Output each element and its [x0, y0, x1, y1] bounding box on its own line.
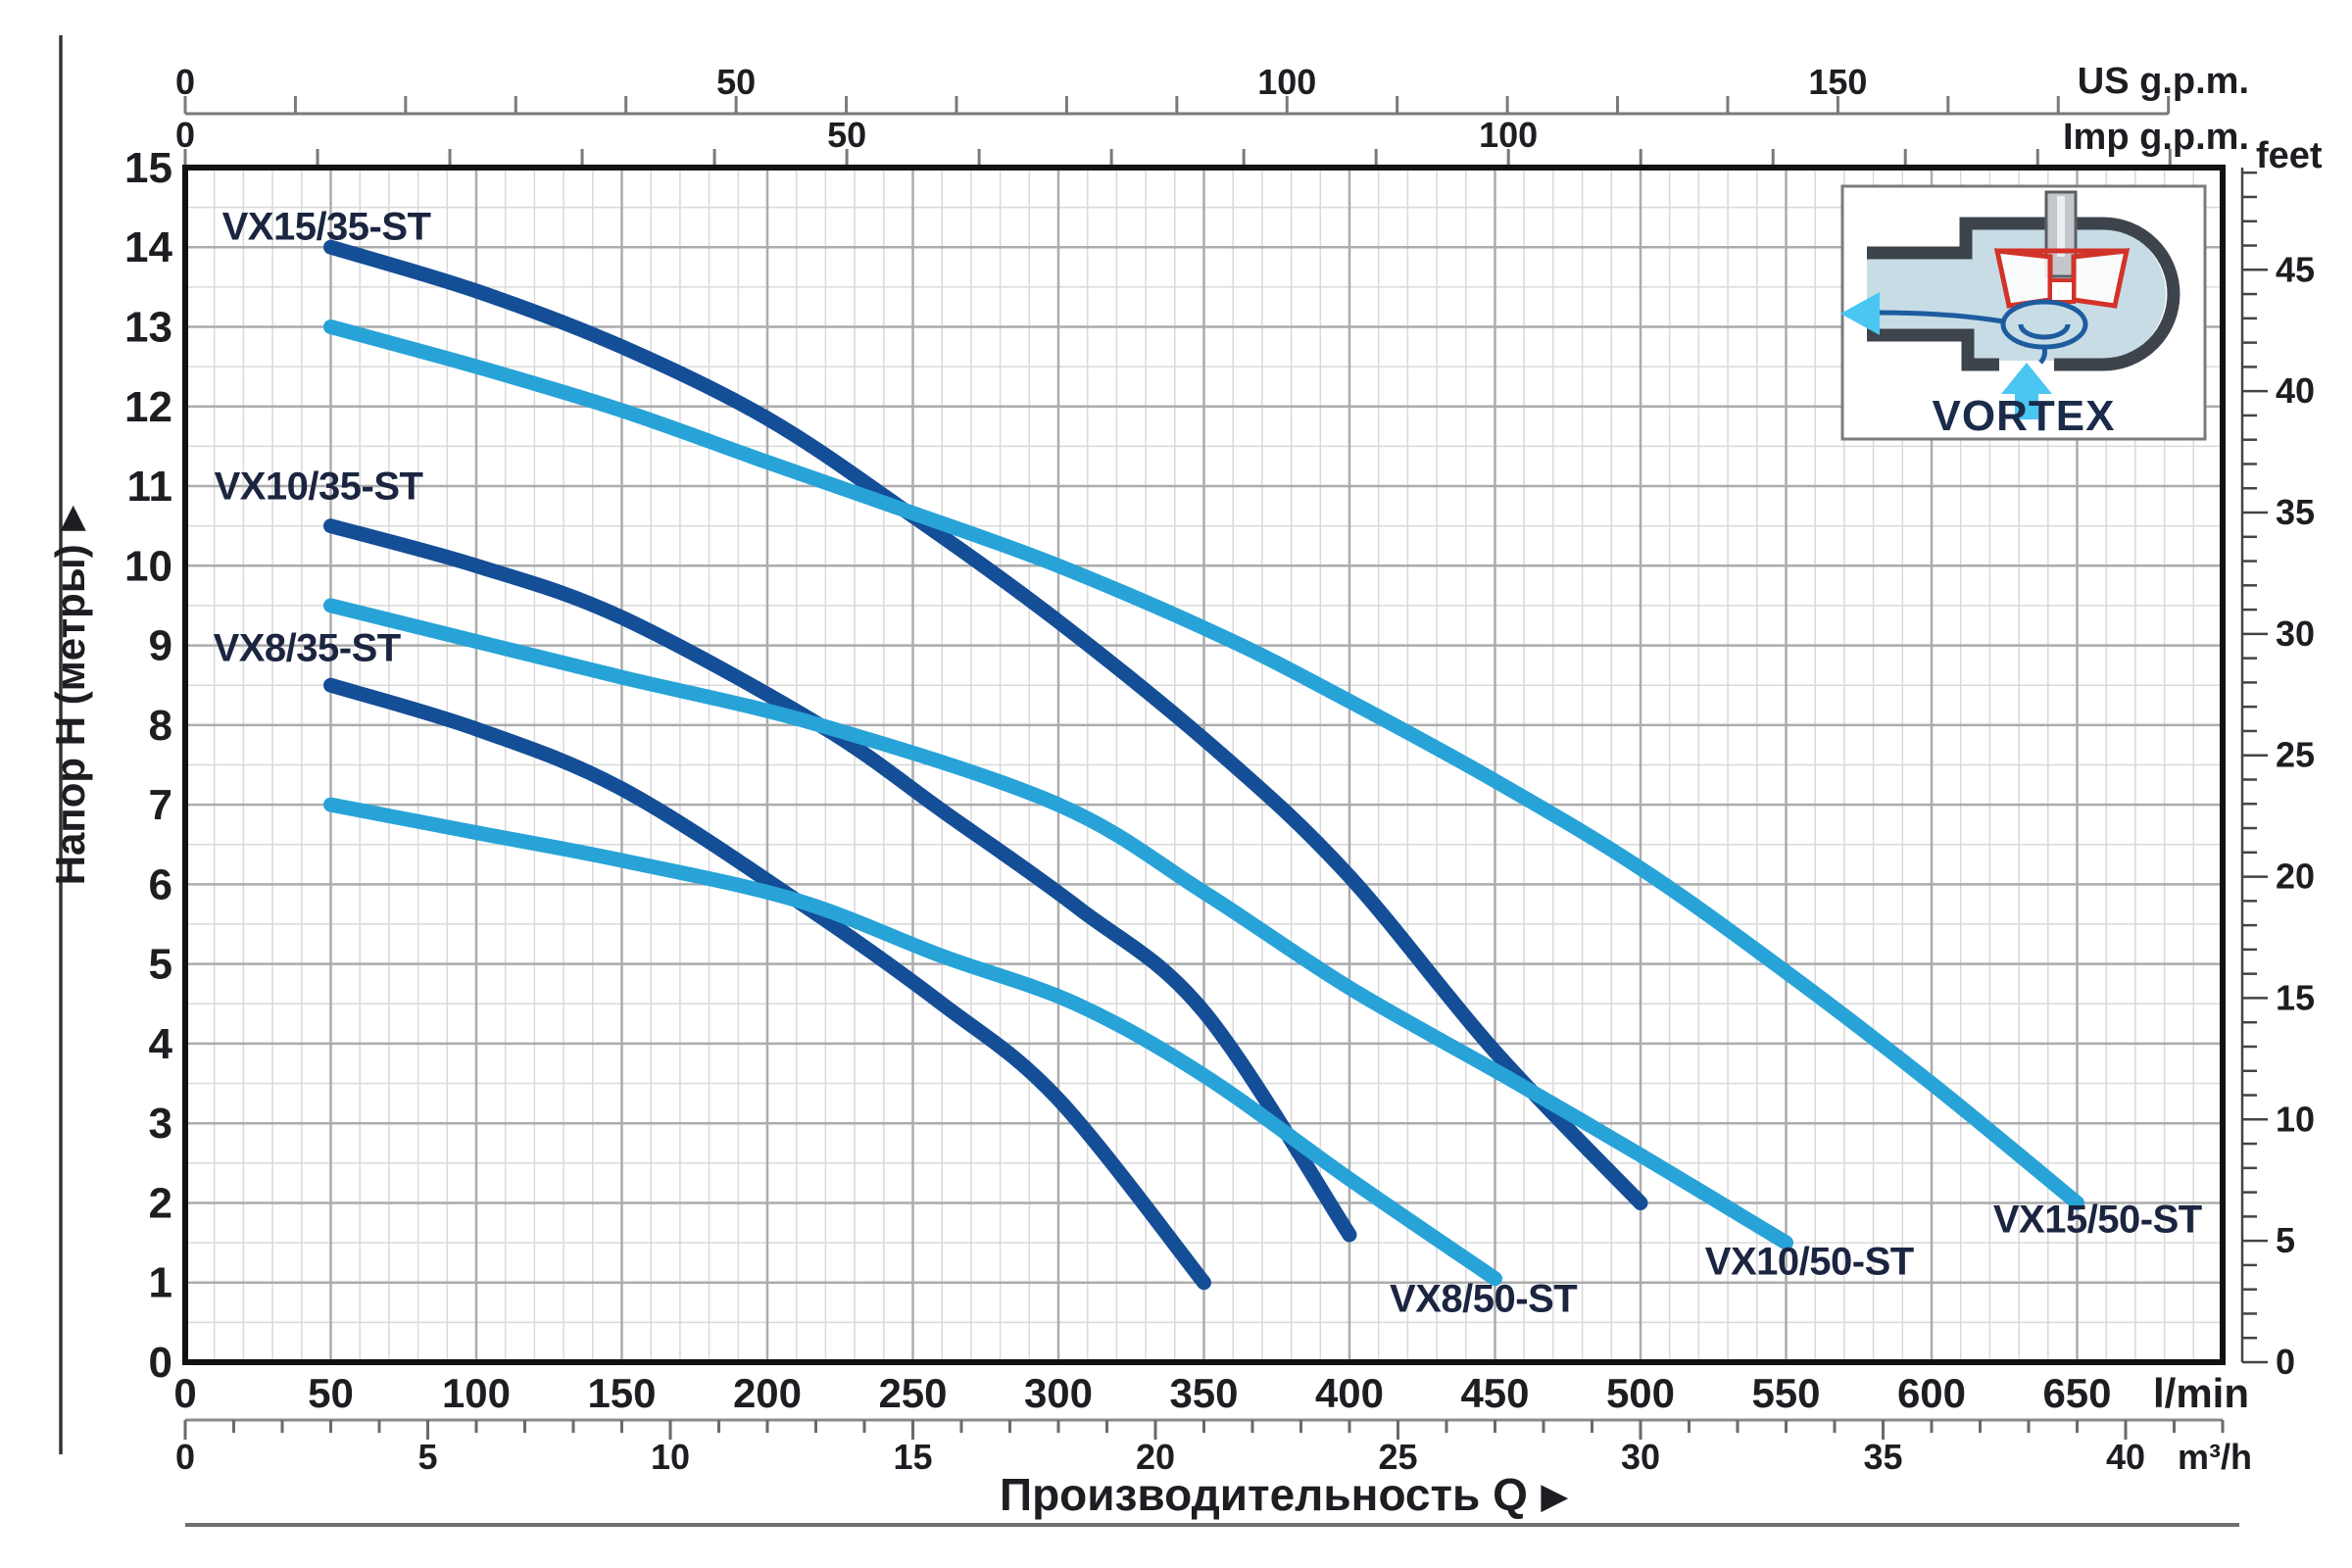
lmin-tick-label: 500: [1606, 1370, 1675, 1416]
imp-gpm-tick-label: 0: [175, 115, 195, 155]
m3h-tick-label: 40: [2106, 1437, 2145, 1477]
lmin-tick-label: 650: [2042, 1370, 2111, 1416]
curve-label-vx15-50-st: VX15/50-ST: [1992, 1198, 2202, 1242]
feet-unit-label: feet: [2256, 135, 2323, 176]
lmin-tick-label: 0: [173, 1370, 196, 1416]
curve-vx10-50-st: [323, 598, 1793, 1250]
lmin-tick-label: 550: [1751, 1370, 1820, 1416]
outflow-arrow-icon: [1840, 292, 1880, 335]
lmin-tick-label: 300: [1024, 1370, 1093, 1416]
lmin-tick-label: 450: [1460, 1370, 1529, 1416]
m3h-tick-label: 5: [417, 1437, 437, 1477]
inflow-arrow-stem: [2015, 394, 2038, 419]
meters-tick-label: 5: [149, 941, 172, 989]
meters-tick-label: 10: [124, 542, 172, 590]
m3h-tick-label: 0: [175, 1437, 195, 1477]
m3h-tick-label: 35: [1863, 1437, 1902, 1477]
impeller-hub: [2048, 278, 2076, 304]
m3h-tick-label: 15: [893, 1437, 932, 1477]
lmin-tick-label: 250: [878, 1370, 947, 1416]
m3h-tick-label: 25: [1378, 1437, 1417, 1477]
curve-label-vx8-50-st: VX8/50-ST: [1390, 1277, 1578, 1321]
imp-gpm-tick-label: 50: [827, 115, 866, 155]
vortex-casing-top: [1867, 217, 2180, 371]
feet-tick-label: 30: [2276, 613, 2315, 654]
lmin-unit-label: l/min: [2152, 1370, 2249, 1416]
lmin-tick-label: 400: [1315, 1370, 1384, 1416]
us-gpm-tick-label: 100: [1257, 62, 1316, 102]
feet-tick-label: 15: [2276, 977, 2315, 1017]
feet-tick-label: 20: [2276, 857, 2315, 897]
us-gpm-unit-label: US g.p.m.: [2077, 61, 2249, 102]
curve-label-vx10-50-st: VX10/50-ST: [1704, 1240, 1914, 1284]
meters-tick-label: 11: [126, 463, 172, 511]
lmin-tick-label: 50: [308, 1370, 354, 1416]
feet-tick-label: 0: [2276, 1342, 2295, 1382]
vortex-swirl-tail: [2038, 346, 2047, 365]
us-gpm-tick-label: 150: [1808, 62, 1867, 102]
lmin-tick-label: 150: [587, 1370, 656, 1416]
feet-tick-label: 45: [2276, 249, 2315, 289]
lmin-tick-label: 100: [442, 1370, 511, 1416]
curve-vx8-50-st: [323, 797, 1502, 1287]
impeller-right-blade-icon: [2071, 248, 2131, 309]
curve-label-vx8-35-st: VX8/35-ST: [213, 626, 402, 670]
meters-tick-label: 0: [149, 1339, 172, 1387]
feet-tick-label: 5: [2276, 1220, 2295, 1260]
meters-tick-label: 13: [124, 303, 172, 351]
feet-tick-label: 40: [2276, 370, 2315, 411]
meters-tick-label: 6: [149, 860, 172, 908]
feet-tick-label: 25: [2276, 735, 2315, 775]
plot-border: [182, 164, 2226, 1366]
inflow-arrow-icon: [2001, 363, 2052, 394]
curve-label-vx15-35-st: VX15/35-ST: [221, 205, 431, 249]
curve-vx10-35-st: [323, 518, 1357, 1243]
imp-gpm-tick-label: 100: [1479, 115, 1538, 155]
m3h-tick-label: 30: [1621, 1437, 1660, 1477]
meters-tick-label: 12: [124, 383, 172, 431]
meters-tick-label: 3: [149, 1100, 172, 1148]
vortex-swirl-inner: [2018, 323, 2071, 340]
y-axis-title: Напор H (метры) ▶: [47, 304, 94, 1088]
meters-tick-label: 4: [149, 1020, 173, 1068]
vortex-fluid-outlet: [1867, 257, 1970, 331]
curve-vx15-35-st: [323, 239, 1648, 1210]
meters-tick-label: 2: [149, 1179, 172, 1227]
m3h-unit-label: m³/h: [2178, 1437, 2252, 1477]
feet-tick-label: 10: [2276, 1099, 2315, 1139]
m3h-tick-label: 20: [1136, 1437, 1175, 1477]
meters-tick-label: 1: [149, 1259, 172, 1307]
meters-tick-label: 9: [149, 622, 172, 670]
vortex-inset-label: VORTEX: [1932, 392, 2116, 440]
curve-vx15-50-st: [323, 319, 2084, 1210]
meters-tick-label: 7: [149, 781, 172, 829]
lmin-tick-label: 200: [733, 1370, 802, 1416]
m3h-tick-label: 10: [651, 1437, 690, 1477]
vortex-casing-bottom: [1867, 328, 1999, 371]
lmin-tick-label: 350: [1169, 1370, 1238, 1416]
us-gpm-tick-label: 0: [175, 62, 195, 102]
meters-tick-label: 14: [124, 223, 172, 271]
right-arrow-icon: ▶: [1541, 1478, 1568, 1515]
x-axis-title: Производительность Q ▶: [1000, 1468, 1567, 1521]
meters-tick-label: 8: [149, 702, 172, 750]
up-arrow-icon: ▶: [53, 506, 88, 531]
outflow-line: [1877, 310, 2004, 324]
feet-tick-label: 35: [2276, 492, 2315, 532]
meters-tick-label: 15: [124, 144, 172, 192]
lmin-tick-label: 600: [1897, 1370, 1966, 1416]
curve-label-vx10-35-st: VX10/35-ST: [214, 465, 423, 509]
imp-gpm-unit-label: Imp g.p.m.: [2063, 117, 2249, 158]
us-gpm-tick-label: 50: [716, 62, 756, 102]
x-axis-title-text: Производительность Q: [1000, 1469, 1528, 1520]
impeller-left-blade-icon: [1993, 248, 2053, 309]
y-axis-title-text: Напор H (метры): [47, 544, 93, 886]
